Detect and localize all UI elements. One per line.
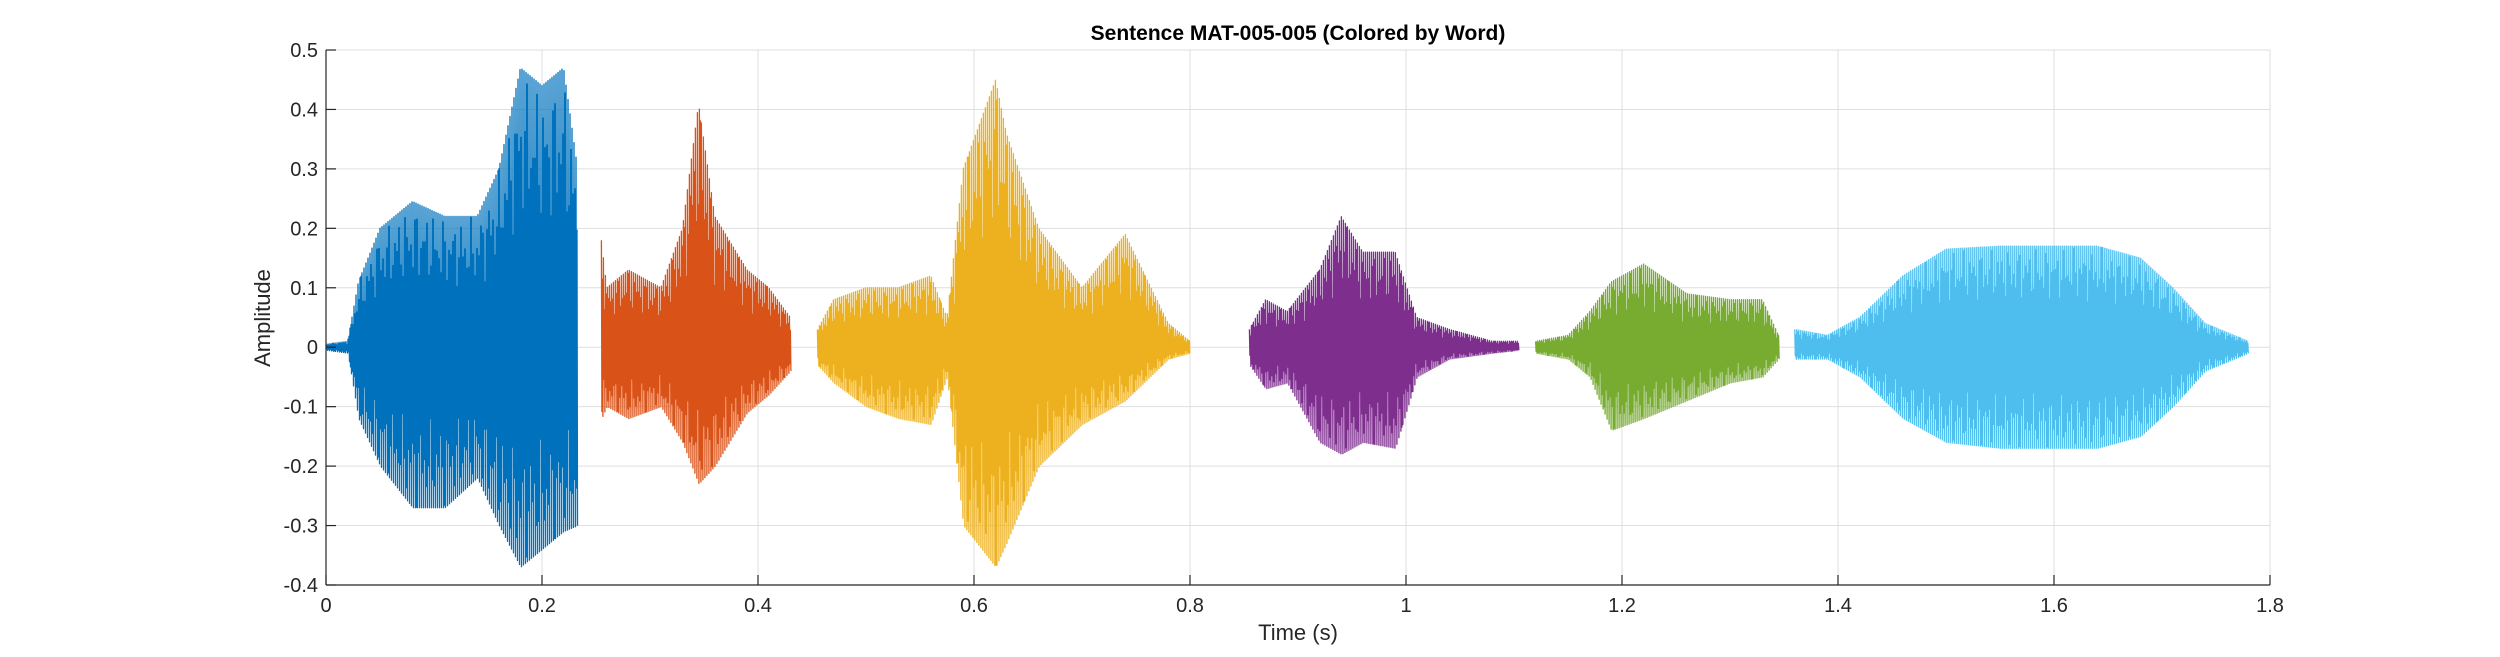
y-tick-label: -0.2 <box>284 456 318 478</box>
word-waveform-3 <box>816 79 1191 567</box>
chart-title: Sentence MAT-005-005 (Colored by Word) <box>1091 22 1506 45</box>
word-waveform-1 <box>325 68 579 568</box>
y-tick-label: 0.1 <box>290 278 318 300</box>
x-tick-label: 1.6 <box>2040 595 2068 617</box>
ticks: 0 0.2 0.4 0.6 0.8 1 1.2 1.4 1.6 1.8 -0.4 -0.3 -0.2 -0… <box>284 40 2284 617</box>
y-tick-label: -0.3 <box>284 516 318 538</box>
y-tick-label: 0.3 <box>290 159 318 181</box>
y-axis-label: Amplitude <box>250 269 275 367</box>
y-tick-label: 0.2 <box>290 218 318 240</box>
axes <box>325 50 2270 586</box>
x-tick-label: 0.8 <box>1176 595 1204 617</box>
y-tick-label: -0.1 <box>284 397 318 419</box>
x-tick-label: 0.4 <box>744 595 772 617</box>
word-waveform-2 <box>600 108 792 485</box>
word-waveform-5 <box>1534 263 1780 431</box>
waveform-series <box>325 68 2249 568</box>
x-tick-label: 0.2 <box>528 595 556 617</box>
word-waveform-4 <box>1248 216 1520 455</box>
y-tick-label: 0 <box>307 337 318 359</box>
x-tick-label: 0.6 <box>960 595 988 617</box>
y-tick-label: 0.4 <box>290 99 318 121</box>
x-tick-label: 0 <box>320 595 331 617</box>
word-waveform-6 <box>1794 245 2249 449</box>
y-tick-label: -0.4 <box>284 575 318 597</box>
x-axis-label: Time (s) <box>1258 620 1338 645</box>
y-tick-label: 0.5 <box>290 40 318 62</box>
x-tick-label: 1.2 <box>1608 595 1636 617</box>
x-tick-label: 1.4 <box>1824 595 1852 617</box>
x-tick-label: 1.8 <box>2256 595 2284 617</box>
x-tick-label: 1 <box>1400 595 1411 617</box>
